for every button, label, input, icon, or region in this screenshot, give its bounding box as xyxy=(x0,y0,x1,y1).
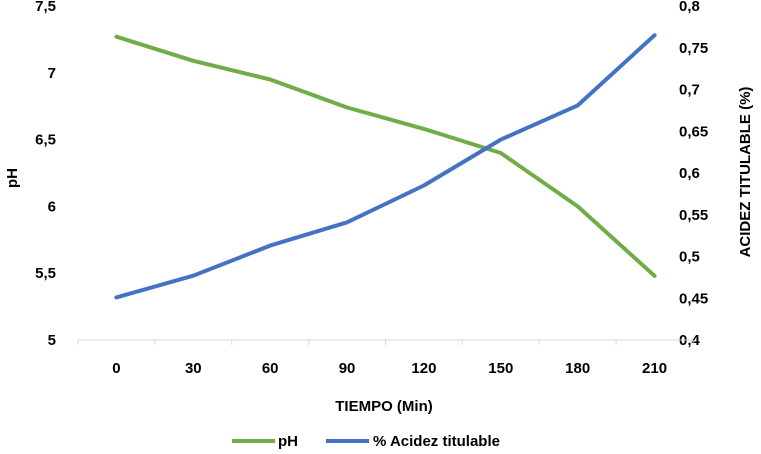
x-tick-label: 30 xyxy=(185,360,202,377)
right-tick-label: 0,5 xyxy=(679,249,700,266)
x-axis: 0 30 60 90 120 150 180 210 xyxy=(77,339,694,377)
right-tick-label: 0,65 xyxy=(679,123,708,140)
x-tick-label: 210 xyxy=(642,360,667,377)
right-tick-label: 0,8 xyxy=(679,0,700,15)
right-tick-label: 0,55 xyxy=(679,207,708,224)
left-tick-label: 6 xyxy=(48,198,56,215)
series-line-ph xyxy=(114,34,657,278)
legend: pH % Acidez titulable xyxy=(232,433,500,450)
left-tick-label: 5 xyxy=(48,332,56,349)
right-tick-label: 0,6 xyxy=(679,165,700,182)
left-axis-title: pH xyxy=(4,168,21,188)
right-tick-label: 0,7 xyxy=(679,82,700,99)
right-axis-title: ACIDEZ TITULABLE (%) xyxy=(737,87,754,258)
right-axis-ticks: 0,40,450,50,550,60,650,70,750,8 xyxy=(679,0,708,349)
series-line-acidez xyxy=(114,33,657,300)
left-tick-label: 7,5 xyxy=(35,0,56,15)
series-layer xyxy=(114,33,657,300)
x-tick-label: 120 xyxy=(411,360,436,377)
legend-item-ph: pH xyxy=(232,433,298,450)
right-tick-label: 0,75 xyxy=(679,40,708,57)
legend-label-acidez: % Acidez titulable xyxy=(373,433,500,450)
legend-label-ph: pH xyxy=(278,433,298,450)
left-tick-label: 6,5 xyxy=(35,132,56,149)
x-tick-label: 90 xyxy=(339,360,356,377)
left-tick-label: 5,5 xyxy=(35,265,56,282)
right-tick-label: 0,45 xyxy=(679,290,708,307)
x-tick-label: 180 xyxy=(565,360,590,377)
left-tick-label: 7 xyxy=(48,65,56,82)
x-tick-label: 0 xyxy=(112,360,120,377)
x-axis-title: TIEMPO (Min) xyxy=(335,398,433,415)
x-tick-label: 60 xyxy=(262,360,279,377)
left-axis-ticks: 5 5,5 6 6,5 7 7,5 xyxy=(35,0,56,349)
legend-item-acidez: % Acidez titulable xyxy=(326,433,500,450)
x-tick-label: 150 xyxy=(488,360,513,377)
